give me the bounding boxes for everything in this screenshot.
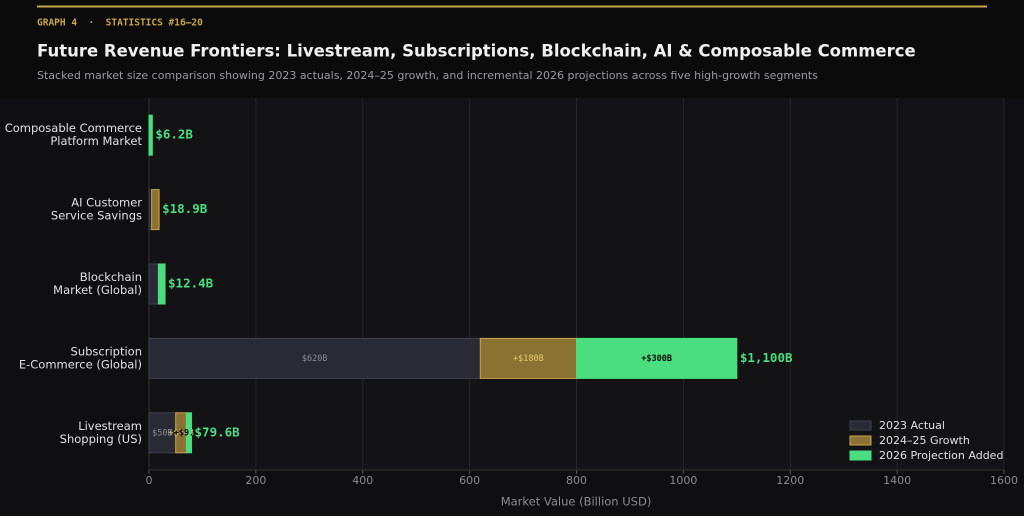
y-tick-label: Service Savings (51, 209, 142, 223)
y-tick-label: Composable Commerce (5, 121, 142, 135)
x-tick-label: 1400 (883, 474, 911, 487)
y-tick-label: E-Commerce (Global) (19, 357, 142, 371)
legend-label: 2024–25 Growth (879, 434, 970, 447)
kicker: GRAPH 4 · STATISTICS #16–20 (37, 18, 203, 29)
legend-swatch (849, 450, 872, 461)
segment-label: +$300B (641, 354, 672, 364)
y-tick-label: Platform Market (50, 134, 142, 148)
bar-segment (148, 263, 159, 305)
bar-segment (151, 189, 160, 231)
x-tick-label: 0 (146, 474, 153, 487)
legend-label: 2023 Actual (879, 419, 945, 432)
total-label: $79.6B (195, 424, 241, 439)
total-label: $18.9B (162, 201, 208, 216)
x-tick-label: 400 (352, 474, 373, 487)
x-tick-label: 1600 (990, 474, 1018, 487)
y-tick-label: Blockchain (80, 270, 142, 284)
legend-swatch (849, 420, 872, 431)
y-tick-label: Shopping (US) (60, 432, 142, 446)
bar-segment (479, 337, 577, 379)
x-axis-label: Market Value (Billion USD) (501, 495, 652, 509)
total-label: $6.2B (155, 127, 193, 142)
segment-label: $620B (302, 354, 328, 364)
chart-subtitle: Stacked market size comparison showing 2… (37, 69, 818, 82)
y-tick-label: Market (Global) (53, 283, 142, 297)
x-tick-label: 1000 (669, 474, 697, 487)
x-tick-label: 600 (459, 474, 480, 487)
bar-segment (148, 337, 481, 379)
bar-segment (576, 337, 738, 379)
segment-label: +$9.6B (174, 428, 205, 438)
bar-segment (148, 412, 177, 454)
y-tick-label: AI Customer (71, 196, 142, 210)
y-tick-label: Livestream (78, 419, 142, 433)
legend-label: 2026 Projection Added (879, 449, 1003, 462)
bar-segment (185, 412, 193, 454)
legend-swatch (849, 435, 872, 446)
x-tick-label: 800 (566, 474, 587, 487)
bar-segment (148, 114, 153, 156)
total-label: $12.4B (168, 276, 214, 291)
bar-segment (157, 263, 166, 305)
total-label: $1,100B (740, 350, 793, 365)
chart-title: Future Revenue Frontiers: Livestream, Su… (37, 42, 916, 61)
x-tick-label: 200 (245, 474, 266, 487)
y-tick-label: Subscription (71, 344, 142, 358)
segment-label: $50B (152, 428, 172, 438)
segment-label: +$180B (513, 354, 544, 364)
segment-label: +$20B (168, 428, 194, 438)
x-tick-label: 1200 (776, 474, 804, 487)
